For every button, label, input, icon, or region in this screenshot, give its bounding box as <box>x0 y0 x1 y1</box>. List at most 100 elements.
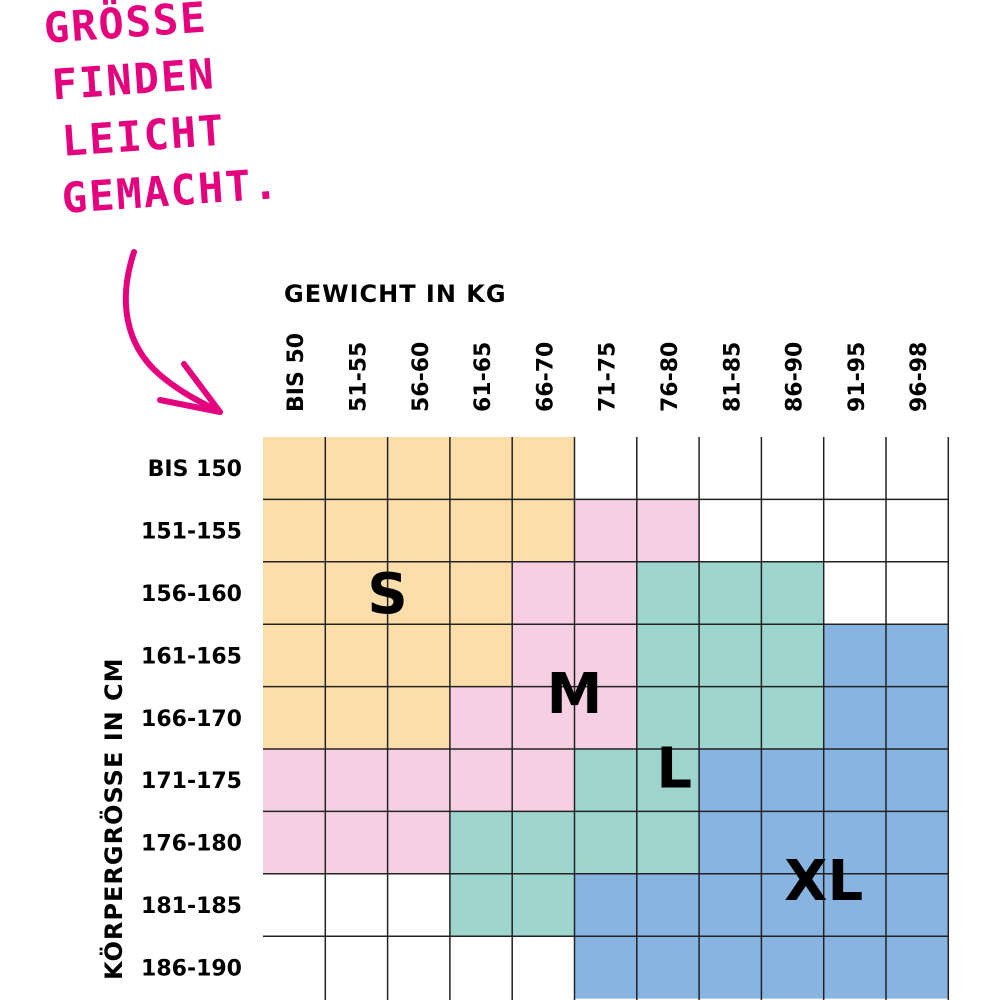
cell-none <box>263 936 326 999</box>
cell-XL <box>823 686 886 749</box>
cell-none <box>387 936 450 999</box>
cell-none <box>512 936 575 999</box>
y-tick-label: 151-155 <box>141 520 242 545</box>
cell-XL <box>823 936 886 999</box>
x-tick-label: BIS 50 <box>284 333 309 412</box>
cell-M <box>636 499 700 562</box>
cell-S <box>325 624 388 687</box>
cell-XL <box>699 749 762 812</box>
cell-S <box>325 561 388 625</box>
cell-none <box>263 873 326 937</box>
y-tick-label: 186-190 <box>141 956 242 981</box>
y-tick-label: 156-160 <box>141 582 242 607</box>
cell-L <box>636 624 700 687</box>
cell-L <box>512 873 575 937</box>
cell-S <box>387 624 450 687</box>
y-tick-label: 161-165 <box>141 644 242 669</box>
cell-S <box>512 499 575 562</box>
cell-L <box>699 686 762 749</box>
cell-S <box>512 437 575 500</box>
cell-L <box>761 561 824 625</box>
cell-none <box>823 561 886 625</box>
cell-XL <box>699 936 762 999</box>
cell-M <box>325 749 388 812</box>
cell-XL <box>823 624 886 687</box>
cell-none <box>387 873 450 937</box>
cell-XL <box>636 873 700 937</box>
cell-XL <box>886 686 949 749</box>
cell-XL <box>574 936 637 999</box>
cell-L <box>574 811 637 874</box>
y-tick-label: BIS 150 <box>148 457 242 482</box>
cell-XL <box>823 749 886 812</box>
size-label-m: M <box>547 662 603 727</box>
cell-M <box>387 811 450 874</box>
cell-XL <box>699 873 762 937</box>
cell-L <box>574 749 637 812</box>
hand-drawn-arrow-icon <box>122 249 223 415</box>
cell-XL <box>761 749 824 812</box>
cell-none <box>761 437 824 500</box>
cell-S <box>263 624 326 687</box>
y-tick-label: 171-175 <box>141 769 242 794</box>
cell-none <box>823 499 886 562</box>
x-tick-label: 66-70 <box>533 342 558 412</box>
cell-none <box>699 499 762 562</box>
cell-S <box>449 437 513 500</box>
x-tick-label: 91-95 <box>845 342 870 412</box>
x-tick-label: 76-80 <box>658 342 683 412</box>
cell-L <box>699 561 762 625</box>
cell-L <box>449 811 513 874</box>
cell-none <box>574 437 637 500</box>
cell-S <box>387 437 450 500</box>
cell-XL <box>636 936 700 999</box>
cell-M <box>512 561 575 625</box>
cell-L <box>449 873 513 937</box>
cell-XL <box>699 811 762 874</box>
x-tick-label: 56-60 <box>409 342 434 412</box>
cell-none <box>449 936 513 999</box>
cell-L <box>761 686 824 749</box>
cell-none <box>886 437 949 500</box>
cell-M <box>387 749 450 812</box>
size-label-xl: XL <box>784 849 863 914</box>
cell-XL <box>823 811 886 874</box>
cell-L <box>636 749 700 812</box>
cell-M <box>574 499 637 562</box>
cell-XL <box>823 873 886 937</box>
cell-XL <box>886 873 949 937</box>
cell-M <box>325 811 388 874</box>
y-tick-label: 176-180 <box>141 832 242 857</box>
cell-XL <box>886 624 949 687</box>
size-label-l: L <box>656 737 692 802</box>
cell-M <box>449 749 513 812</box>
cell-S <box>325 686 388 749</box>
cell-L <box>636 686 700 749</box>
x-tick-label: 71-75 <box>596 342 621 412</box>
cell-none <box>886 561 949 625</box>
cell-M <box>512 624 575 687</box>
cell-S <box>387 561 450 625</box>
cell-S <box>387 499 450 562</box>
cell-M <box>574 624 637 687</box>
cell-M <box>263 811 326 874</box>
cell-none <box>823 437 886 500</box>
cell-none <box>325 936 388 999</box>
cell-M <box>512 686 575 749</box>
cell-M <box>512 749 575 812</box>
cell-S <box>449 499 513 562</box>
x-tick-label: 51-55 <box>346 342 371 412</box>
y-tick-label: 166-170 <box>141 707 242 732</box>
cell-S <box>325 499 388 562</box>
cell-none <box>886 499 949 562</box>
cell-S <box>263 499 326 562</box>
cell-XL <box>886 936 949 999</box>
cell-XL <box>886 749 949 812</box>
x-tick-label: 61-65 <box>471 342 496 412</box>
cell-none <box>761 499 824 562</box>
x-tick-label: 81-85 <box>720 342 745 412</box>
cell-L <box>636 561 700 625</box>
x-axis-title: GEWICHT IN KG <box>284 280 507 308</box>
cell-M <box>574 561 637 625</box>
